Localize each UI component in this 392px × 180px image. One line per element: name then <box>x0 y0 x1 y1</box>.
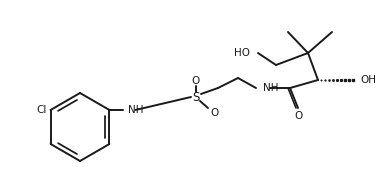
Text: NH: NH <box>129 105 144 115</box>
Text: HO: HO <box>234 48 250 58</box>
Text: O: O <box>295 111 303 121</box>
Text: NH: NH <box>263 83 278 93</box>
Text: S: S <box>192 91 200 104</box>
Text: Cl: Cl <box>36 105 47 115</box>
Text: OH: OH <box>360 75 376 85</box>
Text: O: O <box>192 76 200 86</box>
Text: O: O <box>210 108 218 118</box>
